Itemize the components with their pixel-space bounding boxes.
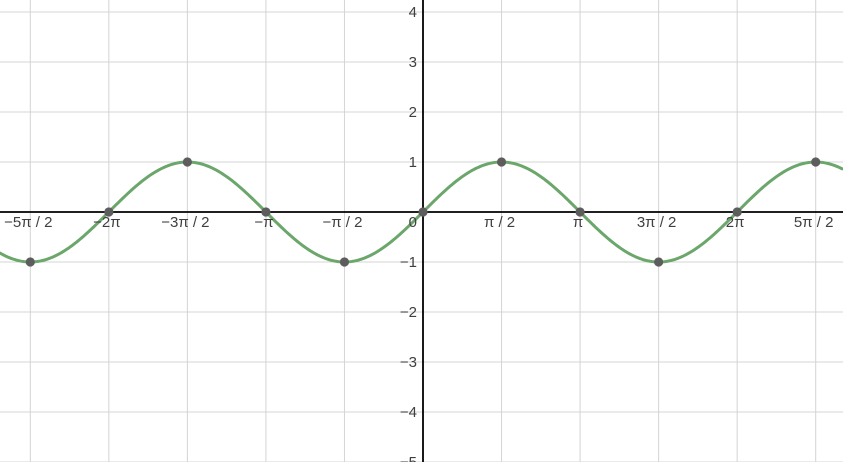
y-tick-label: −1 bbox=[400, 254, 417, 271]
x-tick-label: 3π / 2 bbox=[637, 214, 677, 231]
x-tick-label: π bbox=[573, 214, 583, 231]
curve-point[interactable] bbox=[261, 207, 271, 217]
x-tick-label: 5π / 2 bbox=[794, 214, 834, 231]
curve-point[interactable] bbox=[104, 207, 114, 217]
y-tick-label: −3 bbox=[400, 354, 417, 371]
curve-point[interactable] bbox=[182, 157, 192, 167]
y-tick-label: 1 bbox=[409, 154, 417, 171]
curve-point[interactable] bbox=[339, 257, 350, 267]
y-tick-label: −2 bbox=[400, 304, 417, 321]
curve-point[interactable] bbox=[496, 157, 507, 167]
curve-point[interactable] bbox=[575, 207, 585, 217]
y-tick-label: 3 bbox=[409, 54, 417, 71]
x-tick-label: −2π bbox=[93, 214, 120, 231]
curve-point[interactable] bbox=[25, 257, 35, 267]
y-tick-label: 4 bbox=[409, 4, 417, 21]
x-tick-label: −3π / 2 bbox=[161, 214, 209, 231]
y-tick-label: 2 bbox=[409, 104, 417, 121]
x-tick-label: −π bbox=[254, 214, 273, 231]
curve-point[interactable] bbox=[732, 207, 742, 217]
x-tick-label: π / 2 bbox=[484, 214, 515, 231]
origin-label: 0 bbox=[409, 214, 417, 231]
curve-point[interactable] bbox=[811, 157, 821, 167]
x-tick-label: −5π / 2 bbox=[4, 214, 52, 231]
x-tick-label: 2π bbox=[726, 214, 745, 231]
y-tick-label: −5 bbox=[400, 454, 417, 462]
x-tick-label: −π / 2 bbox=[322, 214, 362, 231]
curve-point[interactable] bbox=[654, 257, 664, 267]
curve-point[interactable] bbox=[418, 207, 428, 217]
y-tick-label: −4 bbox=[400, 404, 417, 421]
